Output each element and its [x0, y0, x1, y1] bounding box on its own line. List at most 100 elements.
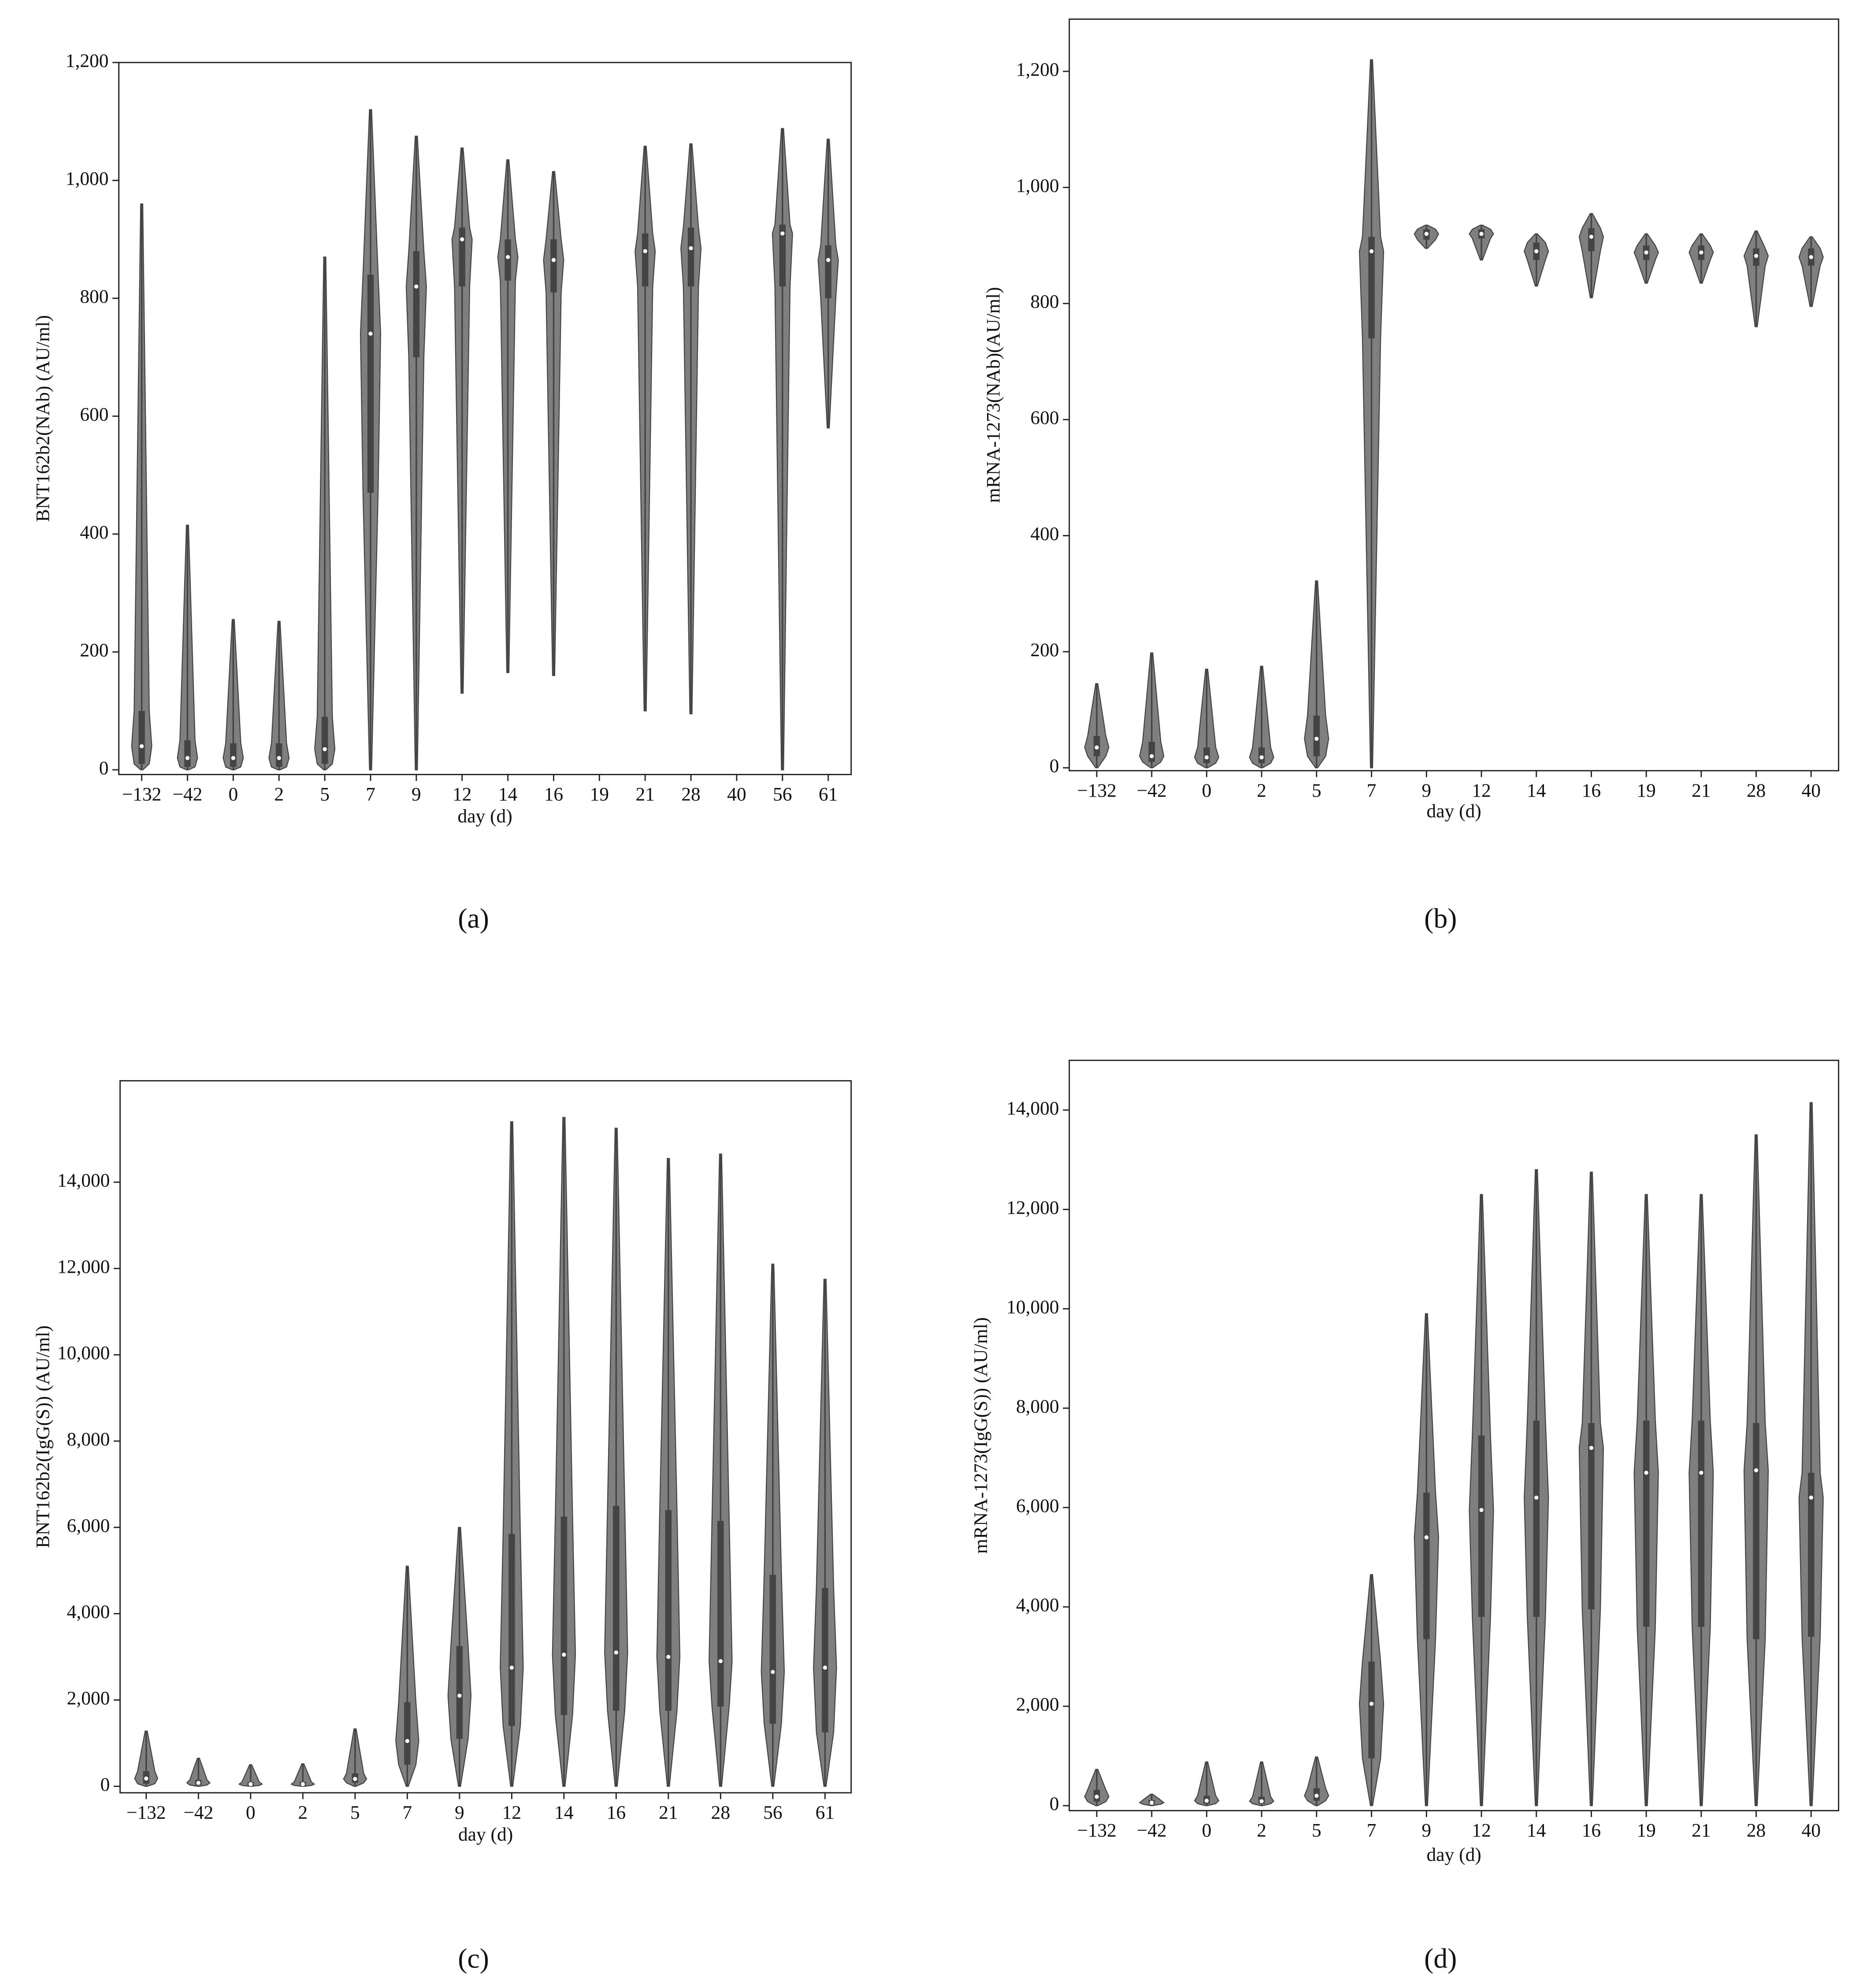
y-tick-label: 6,000	[67, 1515, 110, 1536]
median-dot	[1699, 250, 1703, 255]
y-tick-label: 1,200	[66, 50, 109, 71]
x-tick-label: −132	[122, 784, 162, 805]
median-dot	[249, 1782, 253, 1787]
y-tick-label: 8,000	[67, 1429, 110, 1450]
median-dot	[405, 1739, 409, 1743]
x-tick-label: 2	[298, 1802, 308, 1823]
x-tick-label: 0	[1202, 780, 1212, 801]
iqr-box	[825, 245, 831, 298]
median-dot	[353, 1777, 357, 1781]
median-dot	[1809, 1495, 1813, 1500]
median-dot	[1369, 1702, 1374, 1706]
y-tick-label: 4,000	[67, 1602, 110, 1623]
x-tick-label: −132	[1077, 780, 1117, 801]
x-tick-label: 28	[1747, 780, 1766, 801]
iqr-box	[550, 239, 557, 293]
iqr-box	[642, 233, 649, 287]
x-tick-label: −132	[1077, 1820, 1117, 1841]
median-dot	[562, 1653, 566, 1657]
iqr-box	[1368, 237, 1375, 338]
x-tick-label: 16	[1582, 1820, 1601, 1841]
median-dot	[1424, 232, 1429, 236]
x-tick-label: −42	[1137, 780, 1167, 801]
y-tick-label: 400	[1030, 523, 1059, 544]
x-tick-label: 21	[1692, 780, 1711, 801]
x-tick-label: 7	[1367, 780, 1377, 801]
iqr-box	[1478, 1435, 1485, 1617]
x-tick-label: 0	[1202, 1820, 1212, 1841]
x-tick-label: 14	[498, 784, 518, 805]
x-tick-label: 28	[1747, 1820, 1766, 1841]
median-dot	[718, 1659, 723, 1663]
x-tick-label: 16	[1582, 780, 1601, 801]
median-dot	[1314, 1794, 1319, 1798]
median-dot	[780, 231, 785, 236]
y-tick-label: 200	[80, 639, 108, 661]
x-axis-label: day (d)	[1427, 800, 1481, 821]
y-tick-label: 800	[80, 286, 108, 307]
x-tick-label: 28	[681, 784, 700, 805]
median-dot	[1754, 1468, 1759, 1472]
x-tick-label: 9	[455, 1802, 464, 1823]
iqr-box	[1643, 1420, 1650, 1627]
y-tick-label: 0	[1050, 755, 1059, 777]
iqr-box	[505, 239, 511, 281]
median-dot	[666, 1654, 671, 1659]
plot-frame	[118, 62, 852, 775]
median-dot	[505, 255, 510, 259]
x-tick-label: 40	[1802, 780, 1821, 801]
median-dot	[185, 756, 190, 760]
median-dot	[414, 284, 419, 289]
x-tick-label: 16	[544, 784, 563, 805]
x-tick-label: 5	[1312, 1820, 1321, 1841]
y-tick-label: 10,000	[1006, 1297, 1059, 1318]
y-tick-label: 1,000	[66, 168, 109, 189]
x-tick-label: 5	[1312, 780, 1321, 801]
x-tick-label: 19	[1637, 1820, 1655, 1841]
x-tick-label: 9	[412, 784, 421, 805]
x-tick-label: −42	[172, 784, 202, 805]
y-axis-label: mRNA-1273(IgG(S)) (AU/ml)	[970, 1317, 991, 1554]
median-dot	[457, 1694, 462, 1698]
iqr-box	[1148, 741, 1155, 762]
median-dot	[1369, 249, 1374, 253]
median-dot	[277, 756, 281, 760]
caption: (d)	[1424, 1943, 1457, 1974]
y-tick-label: 0	[100, 1774, 110, 1795]
x-tick-label: −132	[126, 1802, 166, 1823]
median-dot	[1534, 249, 1539, 253]
iqr-box	[1588, 1423, 1595, 1609]
iqr-box	[769, 1575, 776, 1724]
y-tick-label: 1,200	[1016, 59, 1059, 80]
y-tick-label: 12,000	[1006, 1197, 1059, 1218]
x-axis-label: day (d)	[1427, 1844, 1481, 1865]
iqr-box	[138, 711, 145, 764]
iqr-box	[1698, 1420, 1705, 1627]
x-tick-label: 14	[1527, 780, 1546, 801]
median-dot	[144, 1776, 148, 1781]
x-tick-label: 12	[1472, 780, 1491, 801]
y-tick-label: 10,000	[57, 1342, 110, 1364]
x-tick-label: 40	[1802, 1820, 1821, 1841]
median-dot	[1150, 1800, 1154, 1805]
x-tick-label: 56	[763, 1802, 782, 1823]
x-tick-label: 61	[819, 784, 838, 805]
median-dot	[1095, 745, 1099, 750]
x-tick-label: 19	[590, 784, 609, 805]
x-tick-label: 7	[402, 1802, 412, 1823]
caption: (b)	[1424, 903, 1457, 934]
iqr-box	[459, 227, 465, 287]
x-tick-label: −42	[183, 1802, 213, 1823]
x-tick-label: 0	[228, 784, 238, 805]
iqr-box	[456, 1646, 463, 1739]
x-tick-label: 21	[635, 784, 654, 805]
y-tick-label: 12,000	[57, 1256, 110, 1277]
y-tick-label: 0	[1050, 1793, 1059, 1814]
y-axis-label: BNT162b2(IgG(S)) (AU/ml)	[33, 1326, 54, 1548]
median-dot	[823, 1665, 827, 1670]
median-dot	[643, 249, 647, 253]
plot-frame	[1069, 1059, 1840, 1811]
median-dot	[551, 258, 556, 262]
iqr-box	[321, 717, 328, 764]
iqr-box	[1753, 1423, 1759, 1639]
